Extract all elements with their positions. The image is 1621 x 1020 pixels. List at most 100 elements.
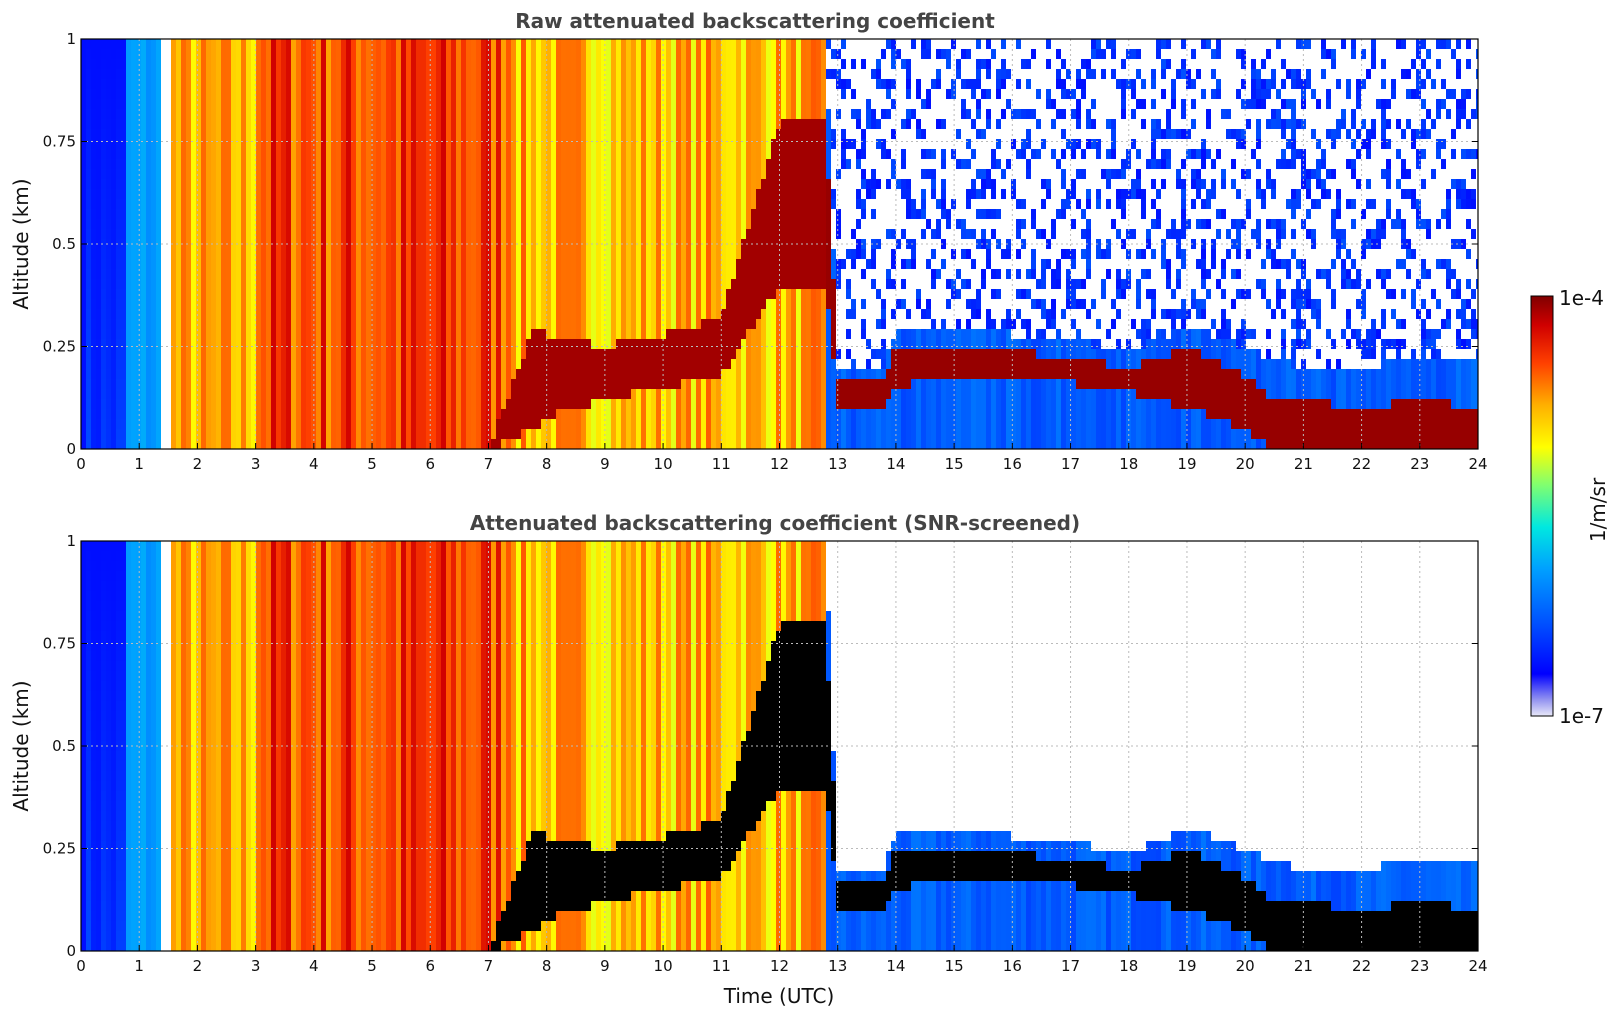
heatmap-cell bbox=[566, 79, 571, 89]
heatmap-cell bbox=[206, 319, 211, 329]
heatmap-cell bbox=[601, 369, 606, 379]
heatmap-cell bbox=[236, 379, 241, 389]
heatmap-cell bbox=[346, 129, 351, 139]
heatmap-cell bbox=[421, 259, 426, 269]
heatmap-cell bbox=[81, 279, 86, 289]
heatmap-cell bbox=[546, 179, 551, 189]
heatmap-cell bbox=[571, 439, 576, 449]
heatmap-cell bbox=[81, 169, 86, 179]
heatmap-cell bbox=[591, 319, 596, 329]
heatmap-cell bbox=[491, 159, 496, 169]
heatmap-cell bbox=[436, 89, 441, 99]
heatmap-cell bbox=[506, 389, 511, 399]
heatmap-cell bbox=[536, 419, 541, 429]
heatmap-cell bbox=[216, 359, 221, 369]
heatmap-cell bbox=[566, 49, 571, 59]
heatmap-cell bbox=[551, 359, 556, 369]
heatmap-cell bbox=[111, 69, 116, 79]
heatmap-cell bbox=[406, 259, 411, 269]
heatmap-cell bbox=[606, 409, 611, 419]
heatmap-cell bbox=[496, 299, 501, 309]
heatmap-cell bbox=[296, 369, 301, 379]
heatmap-cell bbox=[411, 99, 416, 109]
heatmap-cell bbox=[106, 389, 111, 399]
heatmap-cell bbox=[561, 169, 566, 179]
heatmap-cell bbox=[256, 269, 261, 279]
heatmap-cell bbox=[346, 389, 351, 399]
heatmap-cell bbox=[211, 109, 216, 119]
heatmap-cell bbox=[186, 249, 191, 259]
heatmap-cell bbox=[321, 439, 326, 449]
heatmap-cell bbox=[276, 199, 281, 209]
heatmap-cell bbox=[616, 109, 621, 119]
heatmap-cell bbox=[626, 49, 631, 59]
heatmap-cell bbox=[151, 389, 156, 399]
heatmap-cell bbox=[456, 129, 461, 139]
heatmap-cell bbox=[156, 409, 161, 419]
heatmap-cell bbox=[671, 169, 676, 179]
heatmap-cell bbox=[601, 209, 606, 219]
heatmap-cell bbox=[116, 89, 121, 99]
heatmap-cell bbox=[326, 319, 331, 329]
heatmap-cell bbox=[146, 429, 151, 439]
heatmap-cell bbox=[461, 299, 466, 309]
heatmap-cell bbox=[291, 379, 296, 389]
heatmap-cell bbox=[586, 149, 591, 159]
heatmap-cell bbox=[196, 39, 201, 49]
heatmap-cell bbox=[431, 89, 436, 99]
heatmap-cell bbox=[366, 299, 371, 309]
heatmap-cell bbox=[316, 289, 321, 299]
heatmap-cell bbox=[206, 39, 211, 49]
heatmap-cell bbox=[241, 249, 246, 259]
heatmap-cell bbox=[241, 139, 246, 149]
heatmap-cell bbox=[391, 379, 396, 389]
heatmap-cell bbox=[156, 349, 161, 359]
heatmap-cell bbox=[451, 289, 456, 299]
heatmap-cell bbox=[466, 339, 471, 349]
heatmap-cell bbox=[416, 129, 421, 139]
heatmap-cell bbox=[321, 419, 326, 429]
heatmap-cell bbox=[606, 79, 611, 89]
heatmap-cell bbox=[171, 299, 176, 309]
heatmap-cell bbox=[581, 139, 586, 149]
heatmap-cell bbox=[546, 409, 551, 419]
heatmap-cell bbox=[416, 389, 421, 399]
heatmap-cell bbox=[451, 159, 456, 169]
heatmap-cell bbox=[626, 239, 631, 249]
heatmap-cell bbox=[501, 129, 506, 139]
heatmap-cell bbox=[356, 299, 361, 309]
heatmap-cell bbox=[281, 39, 286, 49]
heatmap-cell bbox=[201, 239, 206, 249]
heatmap-cell bbox=[471, 289, 476, 299]
heatmap-cell bbox=[296, 389, 301, 399]
heatmap-cell bbox=[391, 199, 396, 209]
heatmap-cell bbox=[656, 389, 661, 399]
heatmap-cell bbox=[186, 199, 191, 209]
heatmap-cell bbox=[216, 269, 221, 279]
heatmap-cell bbox=[106, 409, 111, 419]
heatmap-cell bbox=[306, 249, 311, 259]
heatmap-cell bbox=[651, 309, 656, 319]
heatmap-cell bbox=[356, 189, 361, 199]
heatmap-cell bbox=[546, 379, 551, 389]
heatmap-cell bbox=[226, 89, 231, 99]
heatmap-cell bbox=[636, 349, 641, 359]
heatmap-cell bbox=[351, 169, 356, 179]
heatmap-cell bbox=[691, 59, 696, 69]
heatmap-cell bbox=[151, 429, 156, 439]
heatmap-cell bbox=[436, 269, 441, 279]
heatmap-cell bbox=[571, 159, 576, 169]
heatmap-cell bbox=[231, 109, 236, 119]
heatmap-cell bbox=[561, 429, 566, 439]
heatmap-cell bbox=[321, 209, 326, 219]
heatmap-cell bbox=[456, 299, 461, 309]
heatmap-cell bbox=[401, 69, 406, 79]
heatmap-cell bbox=[156, 119, 161, 129]
heatmap-cell bbox=[281, 229, 286, 239]
heatmap-cell bbox=[276, 129, 281, 139]
heatmap-cell bbox=[176, 39, 181, 49]
heatmap-cell bbox=[221, 259, 226, 269]
heatmap-cell bbox=[206, 119, 211, 129]
heatmap-cell bbox=[616, 269, 621, 279]
heatmap-cell bbox=[556, 119, 561, 129]
